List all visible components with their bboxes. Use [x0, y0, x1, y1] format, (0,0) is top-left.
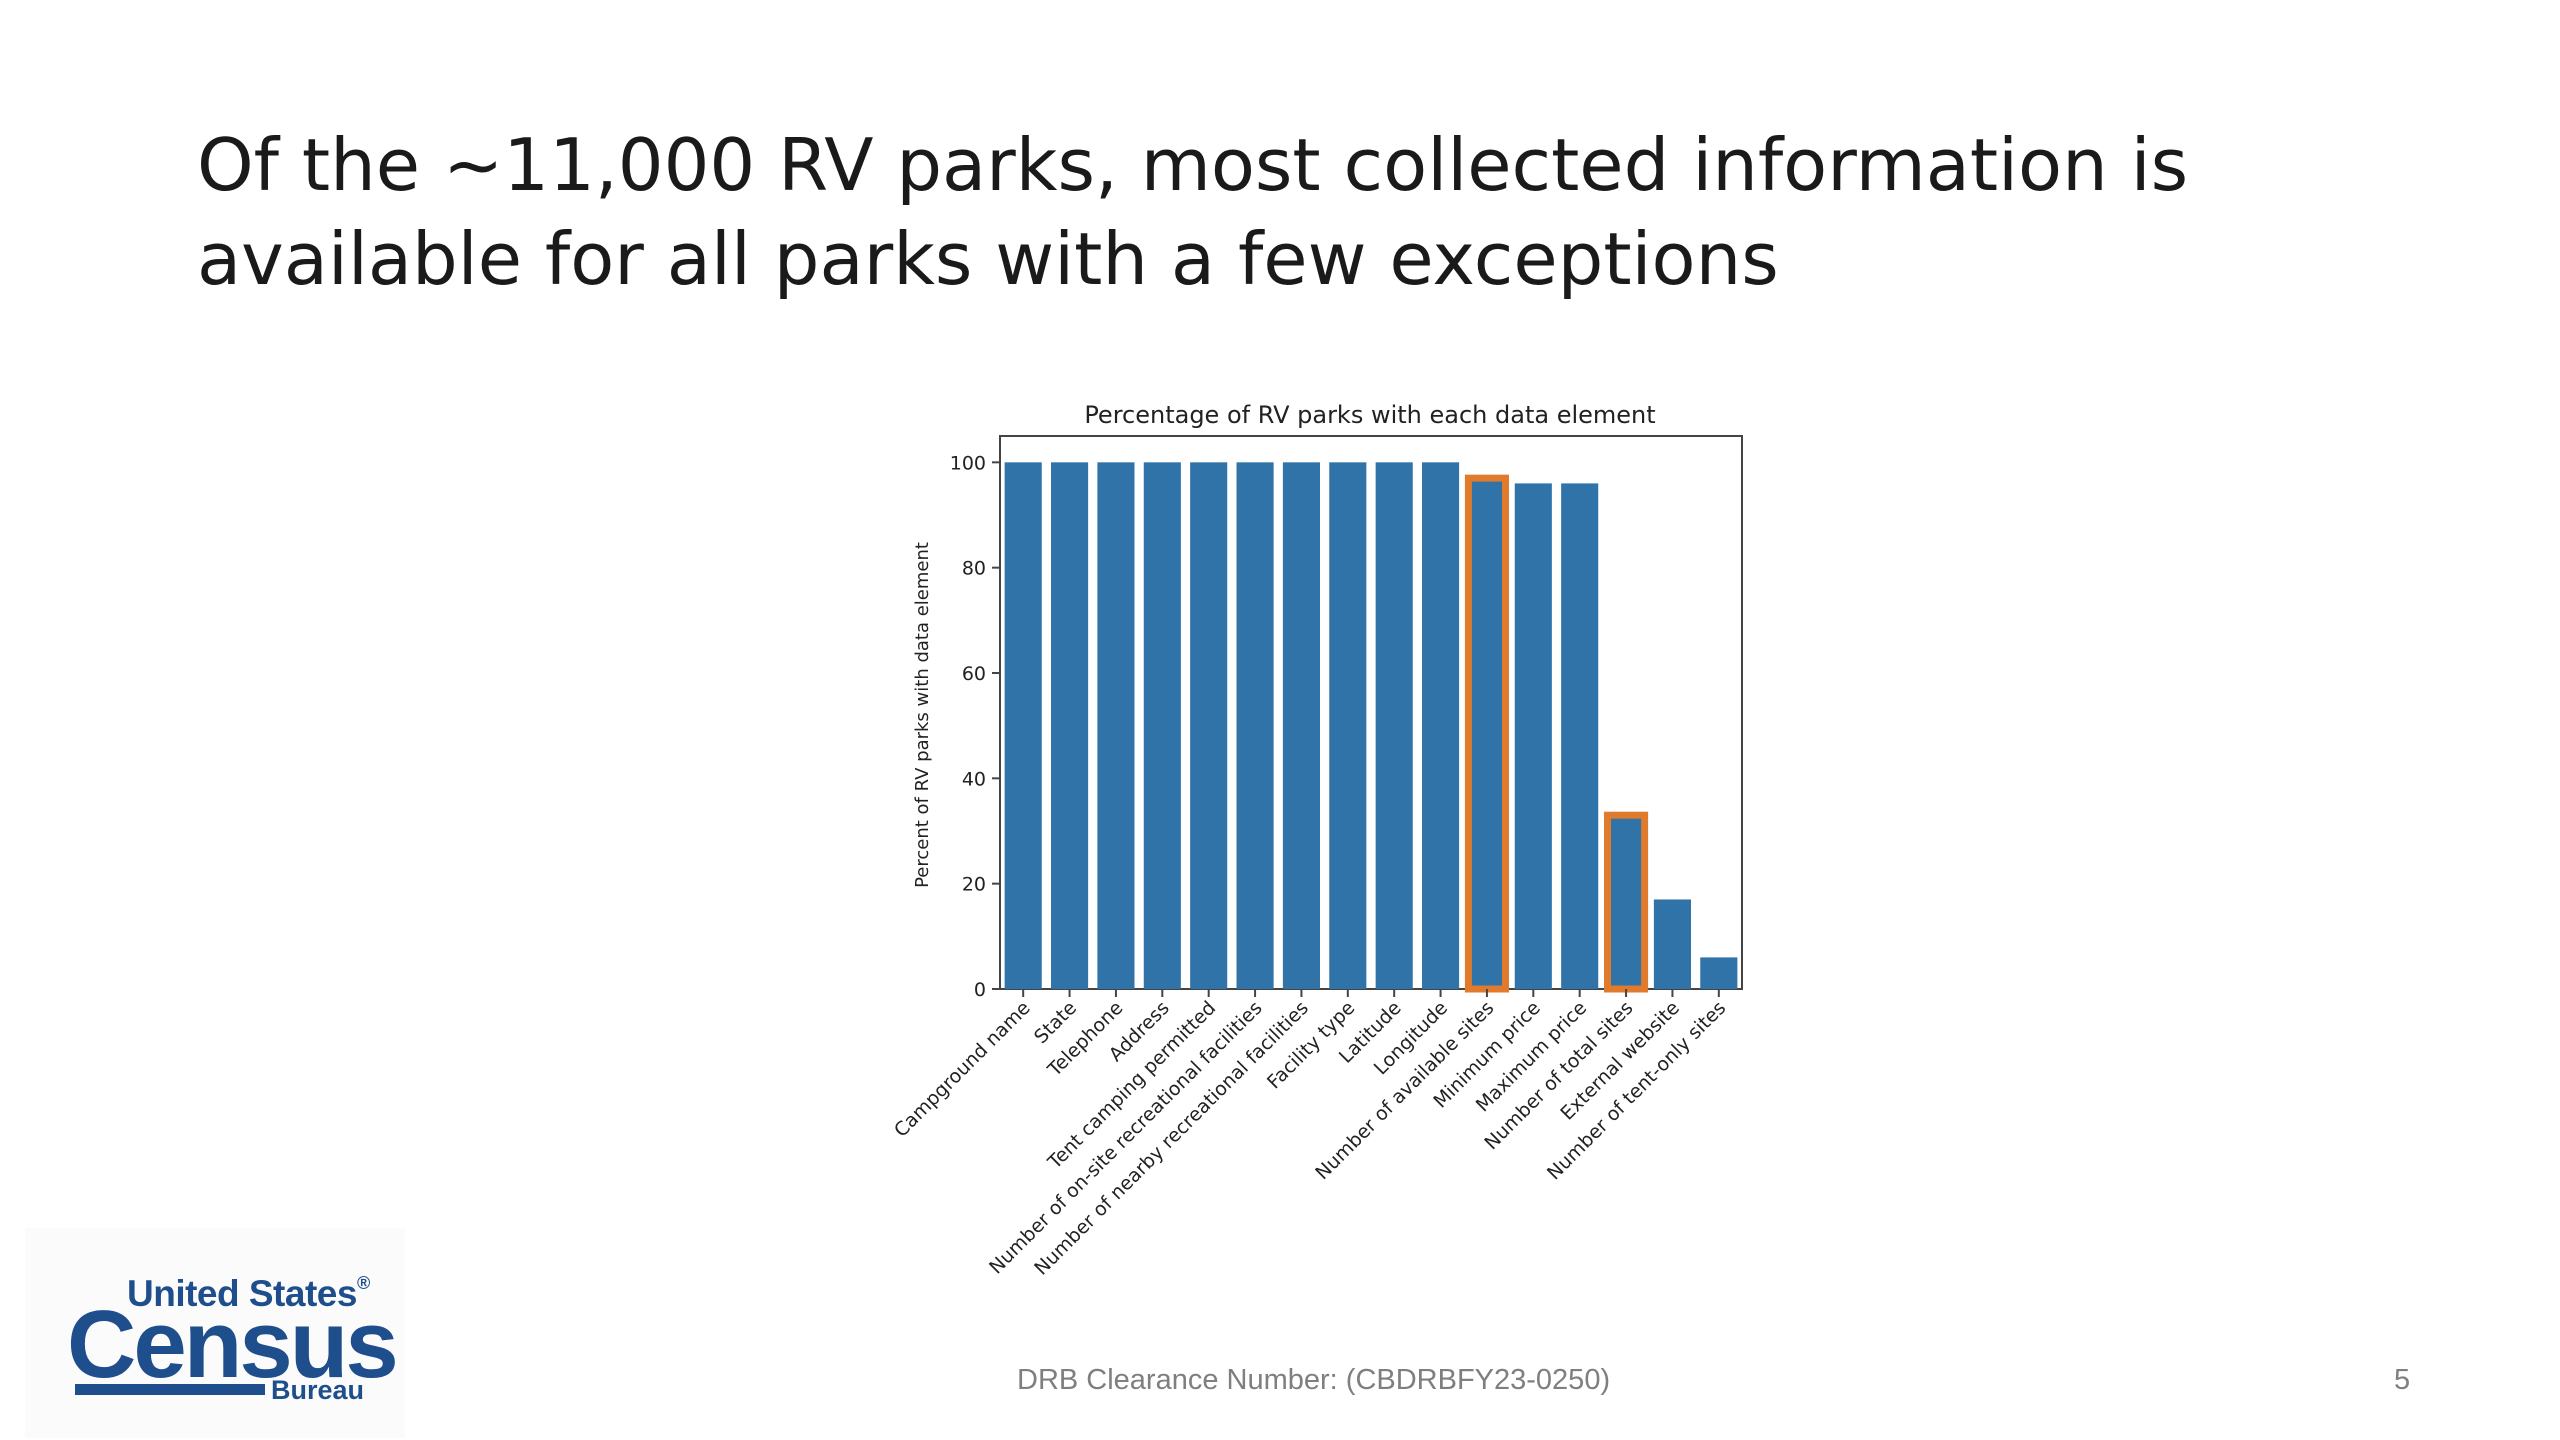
bar [1097, 462, 1135, 989]
x-tick-label: Campground name [890, 997, 1035, 1142]
page-number: 5 [2394, 1364, 2411, 1396]
bar [1051, 462, 1089, 989]
bar [1422, 462, 1460, 989]
y-axis-label: Percent of RV parks with data element [912, 542, 933, 888]
bar [1561, 483, 1599, 989]
bar [1282, 462, 1320, 989]
y-tick-label: 20 [962, 874, 986, 896]
plot-frame [999, 435, 1743, 990]
y-axis-ticks: 0 20 40 60 80 100 [950, 452, 1000, 1001]
bars [1004, 462, 1738, 993]
slide-title-line-1: Of the ~11,000 RV parks, most collected … [197, 123, 2189, 207]
bar [1514, 483, 1552, 989]
logo-bureau-text: Bureau [271, 1375, 365, 1405]
clearance-number: DRB Clearance Number: (CBDRBFY23-0250) [1017, 1364, 1611, 1396]
bar-highlighted [1604, 811, 1649, 993]
chart-title: Percentage of RV parks with each data el… [1084, 401, 1655, 429]
bar [1375, 462, 1413, 989]
y-tick-label: 60 [962, 663, 986, 685]
bar [1700, 957, 1738, 989]
census-bureau-logo: United States® Census Bureau [25, 1228, 405, 1438]
y-tick-label: 40 [962, 768, 986, 790]
y-tick-label: 80 [962, 558, 986, 580]
bar [1190, 462, 1228, 989]
y-tick-label: 0 [974, 979, 986, 1001]
bar [1143, 462, 1181, 989]
logo-census-text: Census [67, 1291, 399, 1398]
slide-title-line-2: available for all parks with a few excep… [197, 217, 1779, 301]
x-axis-ticks: Campground nameStateTelephoneAddressTent… [890, 989, 1730, 1280]
bar [1653, 899, 1691, 989]
bar [1329, 462, 1367, 989]
y-tick-label: 100 [950, 452, 986, 474]
bar [1236, 462, 1274, 989]
slide-title: Of the ~11,000 RV parks, most collected … [197, 118, 2297, 306]
bar-highlighted [1464, 474, 1509, 993]
logo-underline [75, 1384, 265, 1395]
bar [1004, 462, 1042, 989]
logo-united-states-text: United States® [127, 1273, 370, 1314]
